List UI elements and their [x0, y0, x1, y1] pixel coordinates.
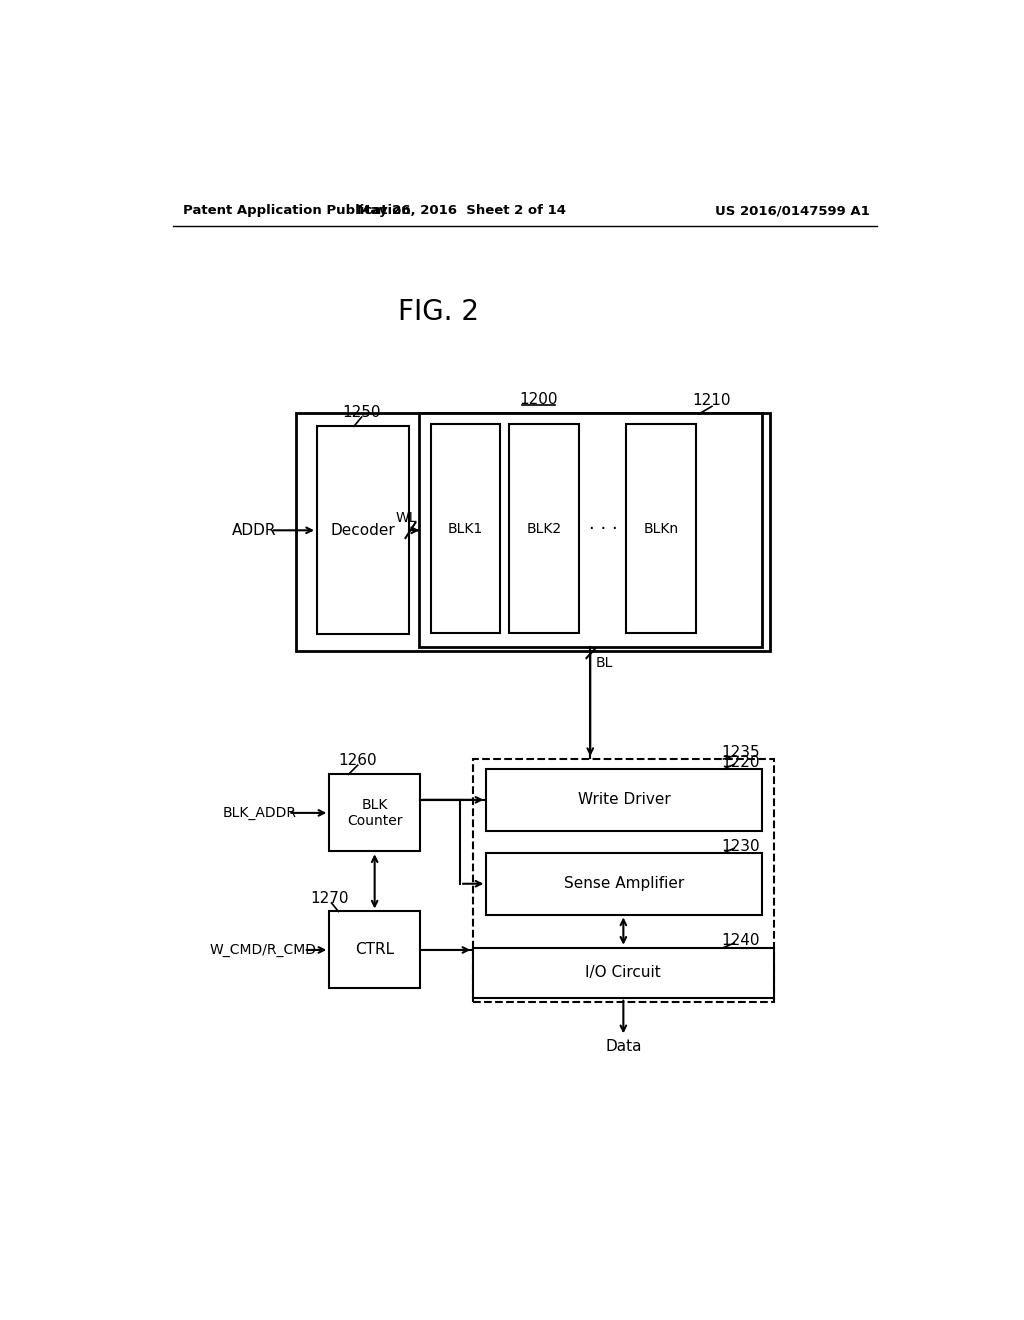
Bar: [330, 911, 420, 989]
Text: BLK_ADDR: BLK_ADDR: [223, 807, 297, 820]
Text: May 26, 2016  Sheet 2 of 14: May 26, 2016 Sheet 2 of 14: [357, 205, 566, 218]
Text: W_CMD/R_CMD: W_CMD/R_CMD: [210, 942, 316, 957]
Text: BLK1: BLK1: [447, 521, 483, 536]
Text: BL: BL: [595, 656, 612, 669]
Text: WL: WL: [395, 511, 417, 525]
Text: 1235: 1235: [721, 746, 760, 760]
Text: 1260: 1260: [338, 752, 377, 768]
Text: Write Driver: Write Driver: [578, 792, 671, 808]
Bar: [296, 413, 770, 651]
Text: Patent Application Publication: Patent Application Publication: [183, 205, 411, 218]
Text: 1200: 1200: [519, 392, 558, 407]
Text: FIG. 2: FIG. 2: [398, 298, 479, 326]
Bar: [330, 775, 420, 851]
Bar: [627, 424, 695, 634]
Bar: [509, 424, 579, 634]
Bar: [316, 426, 410, 635]
Text: Decoder: Decoder: [331, 523, 395, 537]
Text: 1220: 1220: [721, 755, 760, 770]
Bar: [486, 853, 762, 915]
Text: BLKn: BLKn: [643, 521, 679, 536]
Text: 1240: 1240: [721, 933, 760, 948]
Bar: [419, 413, 762, 647]
Text: Sense Amplifier: Sense Amplifier: [564, 876, 684, 891]
Text: BLK
Counter: BLK Counter: [347, 797, 402, 828]
Text: 1230: 1230: [721, 838, 760, 854]
Text: 1270: 1270: [310, 891, 348, 906]
Text: 1210: 1210: [692, 393, 731, 408]
Text: Data: Data: [605, 1039, 642, 1055]
Bar: [473, 948, 773, 998]
Bar: [486, 770, 762, 830]
Text: · · ·: · · ·: [589, 520, 617, 537]
Text: I/O Circuit: I/O Circuit: [586, 965, 662, 981]
Text: BLK2: BLK2: [526, 521, 561, 536]
Bar: [431, 424, 500, 634]
Text: CTRL: CTRL: [355, 942, 394, 957]
Text: US 2016/0147599 A1: US 2016/0147599 A1: [715, 205, 869, 218]
Bar: [473, 759, 773, 1002]
Text: 1250: 1250: [342, 405, 381, 420]
Text: ADDR: ADDR: [231, 523, 276, 537]
